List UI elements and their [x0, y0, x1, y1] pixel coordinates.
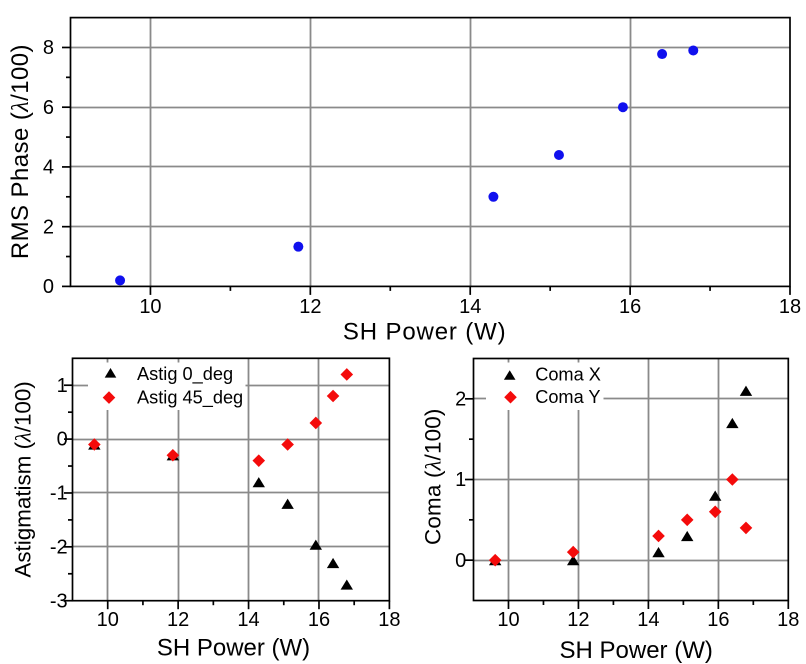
svg-text:SH Power (W): SH Power (W)	[560, 637, 713, 664]
svg-text:0: 0	[455, 550, 466, 572]
svg-text:14: 14	[459, 296, 481, 318]
svg-text:0: 0	[57, 429, 68, 451]
svg-text:18: 18	[779, 296, 801, 318]
svg-text:Coma Y: Coma Y	[535, 387, 600, 407]
svg-text:14: 14	[237, 609, 259, 631]
svg-text:8: 8	[43, 37, 54, 59]
svg-text:4: 4	[43, 157, 54, 179]
svg-text:16: 16	[707, 609, 729, 631]
svg-text:2: 2	[43, 216, 54, 238]
svg-text:1: 1	[455, 469, 466, 491]
svg-text:RMS Phase (λ/100): RMS Phase (λ/100)	[7, 44, 34, 259]
svg-text:18: 18	[378, 609, 400, 631]
svg-text:14: 14	[637, 609, 659, 631]
svg-text:Astig 0_deg: Astig 0_deg	[137, 364, 233, 385]
svg-text:SH Power (W): SH Power (W)	[343, 318, 507, 345]
svg-text:Coma (λ/100): Coma (λ/100)	[420, 408, 445, 545]
svg-text:-3: -3	[50, 590, 68, 612]
svg-text:0: 0	[43, 276, 54, 298]
svg-text:18: 18	[777, 609, 799, 631]
svg-text:SH Power (W): SH Power (W)	[157, 635, 310, 662]
svg-text:16: 16	[619, 296, 641, 318]
svg-text:2: 2	[455, 388, 466, 410]
svg-text:-2: -2	[50, 536, 68, 558]
svg-text:Coma X: Coma X	[535, 365, 601, 385]
svg-text:16: 16	[308, 609, 330, 631]
svg-text:12: 12	[567, 609, 589, 631]
svg-text:12: 12	[167, 609, 189, 631]
svg-text:1: 1	[57, 375, 68, 397]
svg-text:10: 10	[97, 609, 119, 631]
svg-text:-1: -1	[50, 483, 68, 505]
svg-text:10: 10	[139, 296, 161, 318]
svg-text:6: 6	[43, 97, 54, 119]
svg-text:Astigmatism (λ/100): Astigmatism (λ/100)	[11, 381, 36, 577]
svg-text:12: 12	[299, 296, 321, 318]
svg-text:Astig 45_deg: Astig 45_deg	[137, 387, 243, 408]
svg-text:10: 10	[497, 609, 519, 631]
